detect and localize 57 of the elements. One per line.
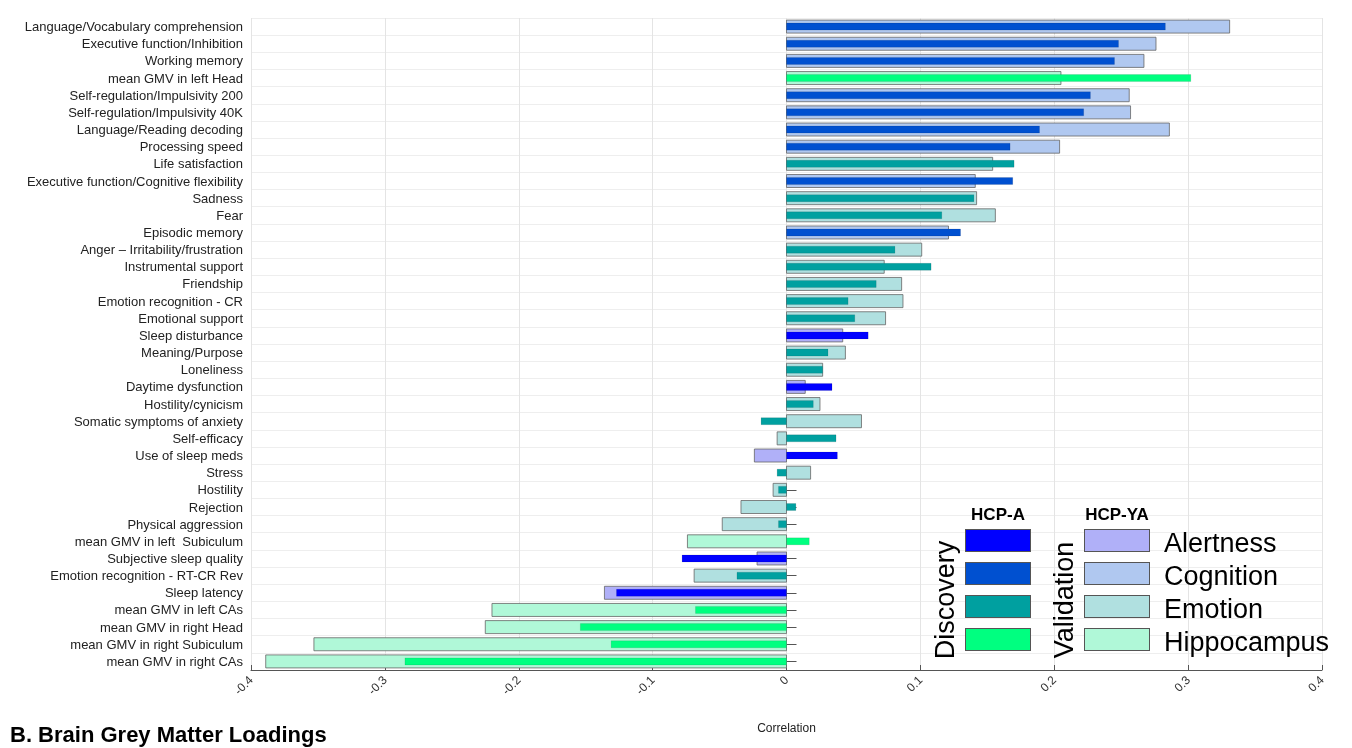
text: B. Brain Grey Matter Loadings xyxy=(10,722,327,748)
y-tick-label: Language/Vocabulary comprehension xyxy=(24,19,243,35)
y-tick-label: Physical aggression xyxy=(127,516,243,532)
y-tick-label: Sleep disturbance xyxy=(138,327,243,343)
y-tick-label: mean GMV in right CAs xyxy=(106,653,244,669)
y-tick-label: Self-regulation/Impulsivity 40K xyxy=(68,104,244,120)
y-tick-label: Instrumental support xyxy=(124,259,244,275)
legend-label: Emotion xyxy=(1164,594,1265,626)
y-tick-label: Self-regulation/Impulsivity 200 xyxy=(69,87,243,103)
annotation: HCP-A xyxy=(970,505,1026,526)
x-tick-label: -0.1 xyxy=(633,672,658,698)
x-tick-label: 0.2 xyxy=(1037,672,1060,695)
x-tick-label: -0.2 xyxy=(499,672,524,698)
y-tick-label: mean GMV in left Head xyxy=(107,70,243,86)
y-tick-label: Sleep latency xyxy=(164,585,244,601)
y-tick-label: Emotion recognition - RT-CR Rev xyxy=(50,568,244,584)
x-tick-label: -0.3 xyxy=(365,672,391,698)
y-tick-label: Emotional support xyxy=(138,310,244,326)
annotation: HCP-YA xyxy=(1084,505,1150,526)
y-tick-label: Hostility xyxy=(197,482,244,498)
x-tick-label: 0.3 xyxy=(1171,672,1194,695)
y-tick-label: Stress xyxy=(206,465,244,481)
y-tick-label: Anger – Irritability/frustration xyxy=(80,242,243,258)
y-tick-label: mean GMV in right Head xyxy=(99,619,243,635)
y-tick-label: Executive function/Inhibition xyxy=(81,36,243,52)
y-tick-label: Somatic symptoms of anxiety xyxy=(73,413,244,429)
y-tick-label: Fear xyxy=(216,207,244,223)
x-tick-label: 0.4 xyxy=(1305,672,1328,695)
y-tick-label: mean GMV in left CAs xyxy=(114,602,244,618)
y-tick-label: Hostility/cynicism xyxy=(144,396,243,412)
annotation: Discovery xyxy=(929,540,961,660)
y-tick-label: Meaning/Purpose xyxy=(141,345,243,361)
x-axis-title: Correlation xyxy=(757,721,816,735)
y-tick-label: Language/Reading decoding xyxy=(76,122,243,138)
y-tick-label: Sadness xyxy=(192,190,244,206)
x-tick-label: 0 xyxy=(776,672,792,688)
legend-label: Cognition xyxy=(1164,561,1280,593)
y-tick-label: Use of sleep meds xyxy=(135,448,244,464)
legend-label: Hippocampus xyxy=(1164,627,1330,659)
x-tick-label: -0.4 xyxy=(231,672,257,698)
y-tick-label: Processing speed xyxy=(139,139,243,155)
y-tick-label: Subjective sleep quality xyxy=(107,550,244,566)
annotation: Validation xyxy=(1048,541,1080,659)
y-tick-label: mean GMV in left Subiculum xyxy=(74,533,243,549)
y-tick-label: Daytime dysfunction xyxy=(125,379,243,395)
y-tick-label: Episodic memory xyxy=(143,224,244,240)
y-tick-label: Executive function/Cognitive flexibility xyxy=(26,173,244,189)
x-tick-label: 0.1 xyxy=(903,672,926,695)
y-tick-label: mean GMV in right Subiculum xyxy=(70,636,243,652)
y-tick-label: Friendship xyxy=(182,276,243,292)
y-tick-label: Self-efficacy xyxy=(172,430,244,446)
y-tick-label: Working memory xyxy=(144,53,244,69)
legend-label: Alertness xyxy=(1164,528,1278,560)
y-tick-label: Rejection xyxy=(188,499,243,515)
y-tick-label: Life satisfaction xyxy=(153,156,243,172)
y-tick-label: Emotion recognition - CR xyxy=(97,293,243,309)
y-tick-label: Loneliness xyxy=(180,362,244,378)
